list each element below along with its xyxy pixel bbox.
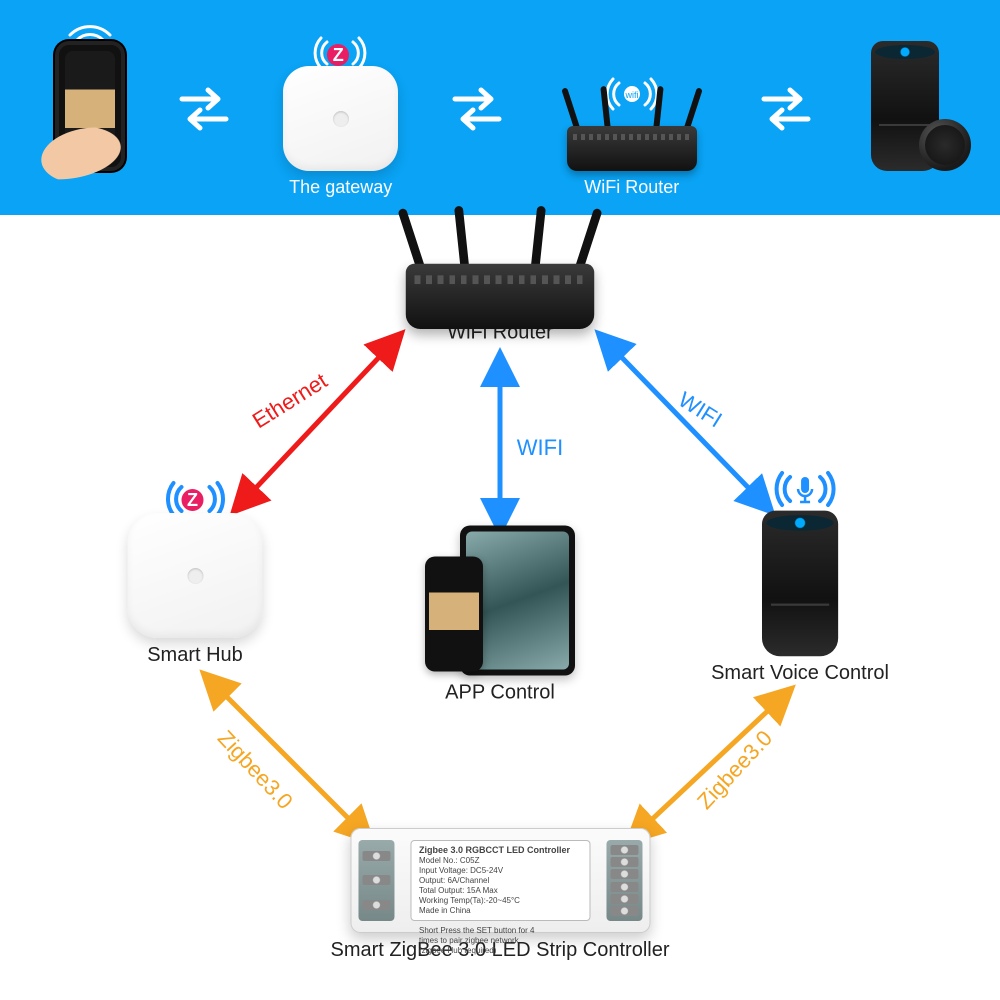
top-banner: Z The gateway wifi WiFi Router xyxy=(0,0,1000,215)
node-voice-label: Smart Voice Control xyxy=(711,662,889,685)
banner-voice xyxy=(865,0,945,215)
gateway-hub-icon xyxy=(283,66,398,171)
router-icon xyxy=(557,111,707,171)
wifi-icon xyxy=(65,13,115,43)
ledctrl-title: Zigbee 3.0 RGBCCT LED Controller xyxy=(419,845,570,855)
led-controller-label-panel: Zigbee 3.0 RGBCCT LED Controller Model N… xyxy=(410,840,590,921)
diagram-stage: WiFi Router Z Smart Hub APP Control xyxy=(0,215,1000,1000)
sync-arrows-icon xyxy=(756,83,816,133)
zigbee-badge-icon: Z xyxy=(182,489,204,511)
app-devices-icon xyxy=(425,526,575,676)
node-wifi-router: WiFi Router xyxy=(425,256,575,345)
link-label: Ethernet xyxy=(248,368,332,434)
node-app-label: APP Control xyxy=(445,682,555,705)
link-label: Zigbee3.0 xyxy=(692,725,778,814)
link-label: WIFI xyxy=(673,387,726,434)
node-app-control: APP Control xyxy=(425,526,575,705)
banner-router: wifi WiFi Router xyxy=(557,0,707,215)
router-icon xyxy=(391,242,609,329)
node-smart-voice: Smart Voice Control xyxy=(711,505,889,685)
hub-icon xyxy=(128,513,263,638)
svg-text:wifi: wifi xyxy=(624,90,638,100)
banner-phone xyxy=(55,0,125,215)
node-smart-hub: Z Smart Hub xyxy=(128,513,263,667)
microphone-icon xyxy=(798,477,812,502)
link-label: Zigbee3.0 xyxy=(212,725,298,814)
sync-arrows-icon xyxy=(174,83,234,133)
sync-arrows-icon xyxy=(447,83,507,133)
led-controller-icon: Zigbee 3.0 RGBCCT LED Controller Model N… xyxy=(350,828,650,933)
smart-speaker-icon xyxy=(865,36,945,171)
link-label: WIFI xyxy=(517,435,563,461)
node-led-controller: Zigbee 3.0 RGBCCT LED Controller Model N… xyxy=(330,828,669,962)
banner-gateway: Z The gateway xyxy=(283,0,398,215)
smart-speaker-icon xyxy=(755,505,845,656)
node-hub-label: Smart Hub xyxy=(147,644,243,667)
banner-router-label: WiFi Router xyxy=(584,177,679,197)
banner-gateway-label: The gateway xyxy=(289,177,392,197)
